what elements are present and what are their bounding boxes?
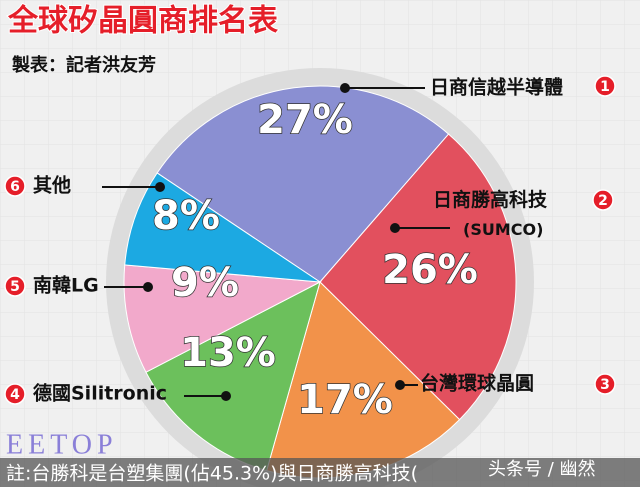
rank-badge <box>594 75 616 97</box>
pie: 27% 日商信越半導體 1 26% 日商勝高科技(SUMCO) 2 17% 台灣環球晶圓 3 13… <box>4 75 616 479</box>
pie-slice <box>124 172 321 283</box>
category-label: 日商勝高科技(SUMCO) <box>433 188 548 239</box>
category-label: 南韓LG <box>33 274 99 297</box>
rank-number: 6 <box>10 179 20 195</box>
chart-title: 全球矽晶圓商排名表 <box>7 4 278 39</box>
leader-dot <box>395 380 405 390</box>
category-label: 台灣環球晶圓 <box>420 372 534 395</box>
category-label: 德國Silitronic <box>33 382 167 405</box>
note-band <box>0 458 640 487</box>
slice-label: 13% <box>180 330 276 376</box>
rank-badge <box>4 383 26 405</box>
rank-number: 5 <box>10 279 20 295</box>
slice-label: 27% <box>257 97 353 143</box>
pie-slice <box>156 85 450 283</box>
rank-number: 2 <box>598 193 608 209</box>
slice-label: 9% <box>171 260 239 306</box>
rank-badge <box>4 275 26 297</box>
watermark: EETOP <box>6 429 118 460</box>
slice-label: 8% <box>152 193 220 239</box>
leader-dot <box>155 182 165 192</box>
leader-dot <box>390 223 400 233</box>
pie-slice <box>123 264 322 373</box>
rank-number: 4 <box>10 387 20 403</box>
pie-slice <box>319 133 517 421</box>
note: 註:台勝科是台塑集團(佔45.3%)與日商勝高科技( <box>6 463 418 485</box>
rank-badge <box>592 189 614 211</box>
slice-label: 17% <box>297 377 393 423</box>
category-label: 其他 <box>33 174 71 197</box>
rank-number: 3 <box>600 377 610 393</box>
rank-badge <box>4 175 26 197</box>
leader-dot <box>221 391 231 401</box>
leader-dot <box>340 83 350 93</box>
rank-number: 1 <box>600 79 610 95</box>
credit: 头条号 / 幽然 <box>488 459 596 480</box>
category-label: 日商信越半導體 <box>430 76 563 99</box>
rank-badge <box>594 373 616 395</box>
leader-dot <box>143 282 153 292</box>
chart-subtitle: 製表：記者洪友芳 <box>11 54 156 76</box>
slice-label: 26% <box>382 247 478 293</box>
